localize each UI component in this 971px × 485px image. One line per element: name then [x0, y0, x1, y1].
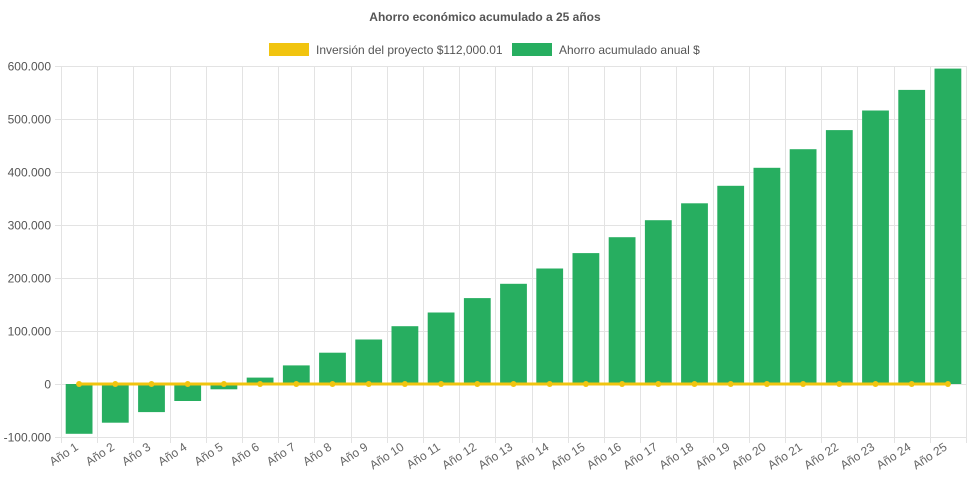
bar[interactable] — [138, 384, 165, 413]
x-tick-label: Año 7 — [264, 440, 298, 469]
y-tick-label: 400.000 — [8, 166, 52, 180]
bar[interactable] — [282, 365, 310, 384]
bar-series — [65, 68, 962, 434]
bar[interactable] — [934, 68, 962, 384]
x-tick-label: Año 23 — [838, 440, 878, 473]
bar[interactable] — [246, 377, 274, 384]
line-point[interactable] — [293, 381, 300, 387]
bar[interactable] — [717, 185, 745, 384]
x-tick-label: Año 21 — [765, 440, 805, 473]
line-point[interactable] — [944, 381, 951, 387]
y-tick-label: 200.000 — [8, 272, 52, 286]
x-tick-label: Año 19 — [693, 440, 733, 473]
bar[interactable] — [391, 326, 419, 384]
x-tick-label: Año 15 — [548, 440, 588, 473]
x-tick-label: Año 18 — [657, 440, 697, 473]
line-point[interactable] — [329, 381, 336, 387]
x-tick-label: Año 22 — [801, 440, 841, 473]
bar[interactable] — [101, 384, 129, 423]
x-tick-label: Año 12 — [439, 440, 479, 473]
y-tick-label: 600.000 — [8, 60, 52, 74]
line-point[interactable] — [836, 381, 843, 387]
x-tick-label: Año 17 — [620, 440, 660, 473]
chart-title: Ahorro económico acumulado a 25 años — [369, 10, 601, 24]
x-tick-label: Año 6 — [228, 440, 262, 469]
line-point[interactable] — [365, 381, 372, 387]
y-axis: 600.000 500.000 400.000 300.000 200.000 100.0… — [4, 60, 52, 445]
legend-swatch-savings[interactable] — [512, 43, 552, 56]
line-point[interactable] — [908, 381, 915, 387]
line-point[interactable] — [438, 381, 445, 387]
line-point[interactable] — [800, 381, 807, 387]
y-tick-label: 500.000 — [8, 113, 52, 127]
line-point[interactable] — [691, 381, 698, 387]
x-tick-label: Año 13 — [476, 440, 516, 473]
line-point[interactable] — [474, 381, 481, 387]
bar[interactable] — [608, 237, 636, 384]
line-point[interactable] — [184, 381, 191, 387]
line-point[interactable] — [112, 381, 119, 387]
line-point[interactable] — [220, 381, 227, 387]
x-tick-label: Año 20 — [729, 440, 769, 473]
line-point[interactable] — [76, 381, 83, 387]
x-tick-label: Año 8 — [300, 440, 334, 469]
line-point[interactable] — [582, 381, 589, 387]
x-axis: Año 1 Año 2 Año 3 Año 4 Año 5 Año 6 Año 7 Año 8… — [47, 440, 950, 473]
legend-label-investment[interactable]: Inversión del proyecto $112,000.01 — [316, 43, 503, 57]
bar[interactable] — [862, 110, 889, 385]
y-tick-label: -100.000 — [4, 431, 52, 445]
x-tick-label: Año 16 — [584, 440, 624, 473]
bar[interactable] — [65, 384, 93, 434]
x-tick-label: Año 4 — [155, 440, 189, 469]
line-point[interactable] — [763, 381, 770, 387]
x-tick-label: Año 24 — [874, 440, 914, 473]
x-tick-label: Año 11 — [404, 440, 443, 472]
line-point[interactable] — [619, 381, 626, 387]
x-tick-label: Año 14 — [512, 440, 552, 473]
x-tick-label: Año 3 — [119, 440, 153, 469]
line-point[interactable] — [872, 381, 879, 387]
bar[interactable] — [825, 130, 853, 384]
line-point[interactable] — [257, 381, 264, 387]
bar[interactable] — [500, 283, 527, 384]
line-point[interactable] — [401, 381, 408, 387]
bar[interactable] — [572, 253, 600, 384]
bar[interactable] — [681, 203, 708, 384]
x-tick-label: Año 5 — [192, 440, 226, 469]
y-tick-label: 100.000 — [8, 325, 52, 339]
line-point[interactable] — [546, 381, 553, 387]
bar[interactable] — [174, 384, 202, 401]
grid — [55, 66, 967, 443]
bar[interactable] — [789, 149, 817, 384]
line-series — [76, 381, 951, 387]
legend-label-savings[interactable]: Ahorro acumulado anual $ — [559, 43, 700, 57]
line-point[interactable] — [655, 381, 662, 387]
line-point[interactable] — [148, 381, 155, 387]
x-tick-label: Año 1 — [47, 440, 81, 469]
bar[interactable] — [644, 220, 672, 384]
legend: Inversión del proyecto $112,000.01 Ahorr… — [269, 43, 700, 57]
bar[interactable] — [753, 167, 781, 384]
bar[interactable] — [463, 298, 491, 384]
x-tick-label: Año 25 — [910, 440, 950, 473]
bar[interactable] — [319, 352, 346, 384]
line-point[interactable] — [510, 381, 517, 387]
x-tick-label: Año 9 — [336, 440, 370, 469]
x-tick-label: Año 10 — [367, 440, 407, 473]
bar[interactable] — [898, 89, 926, 385]
y-tick-label: 300.000 — [8, 219, 52, 233]
y-tick-label: 0 — [44, 378, 51, 392]
bar[interactable] — [536, 268, 564, 385]
x-tick-label: Año 2 — [83, 440, 117, 469]
line-point[interactable] — [727, 381, 734, 387]
legend-swatch-investment[interactable] — [269, 43, 309, 56]
bar[interactable] — [427, 312, 455, 385]
bar[interactable] — [355, 339, 383, 385]
